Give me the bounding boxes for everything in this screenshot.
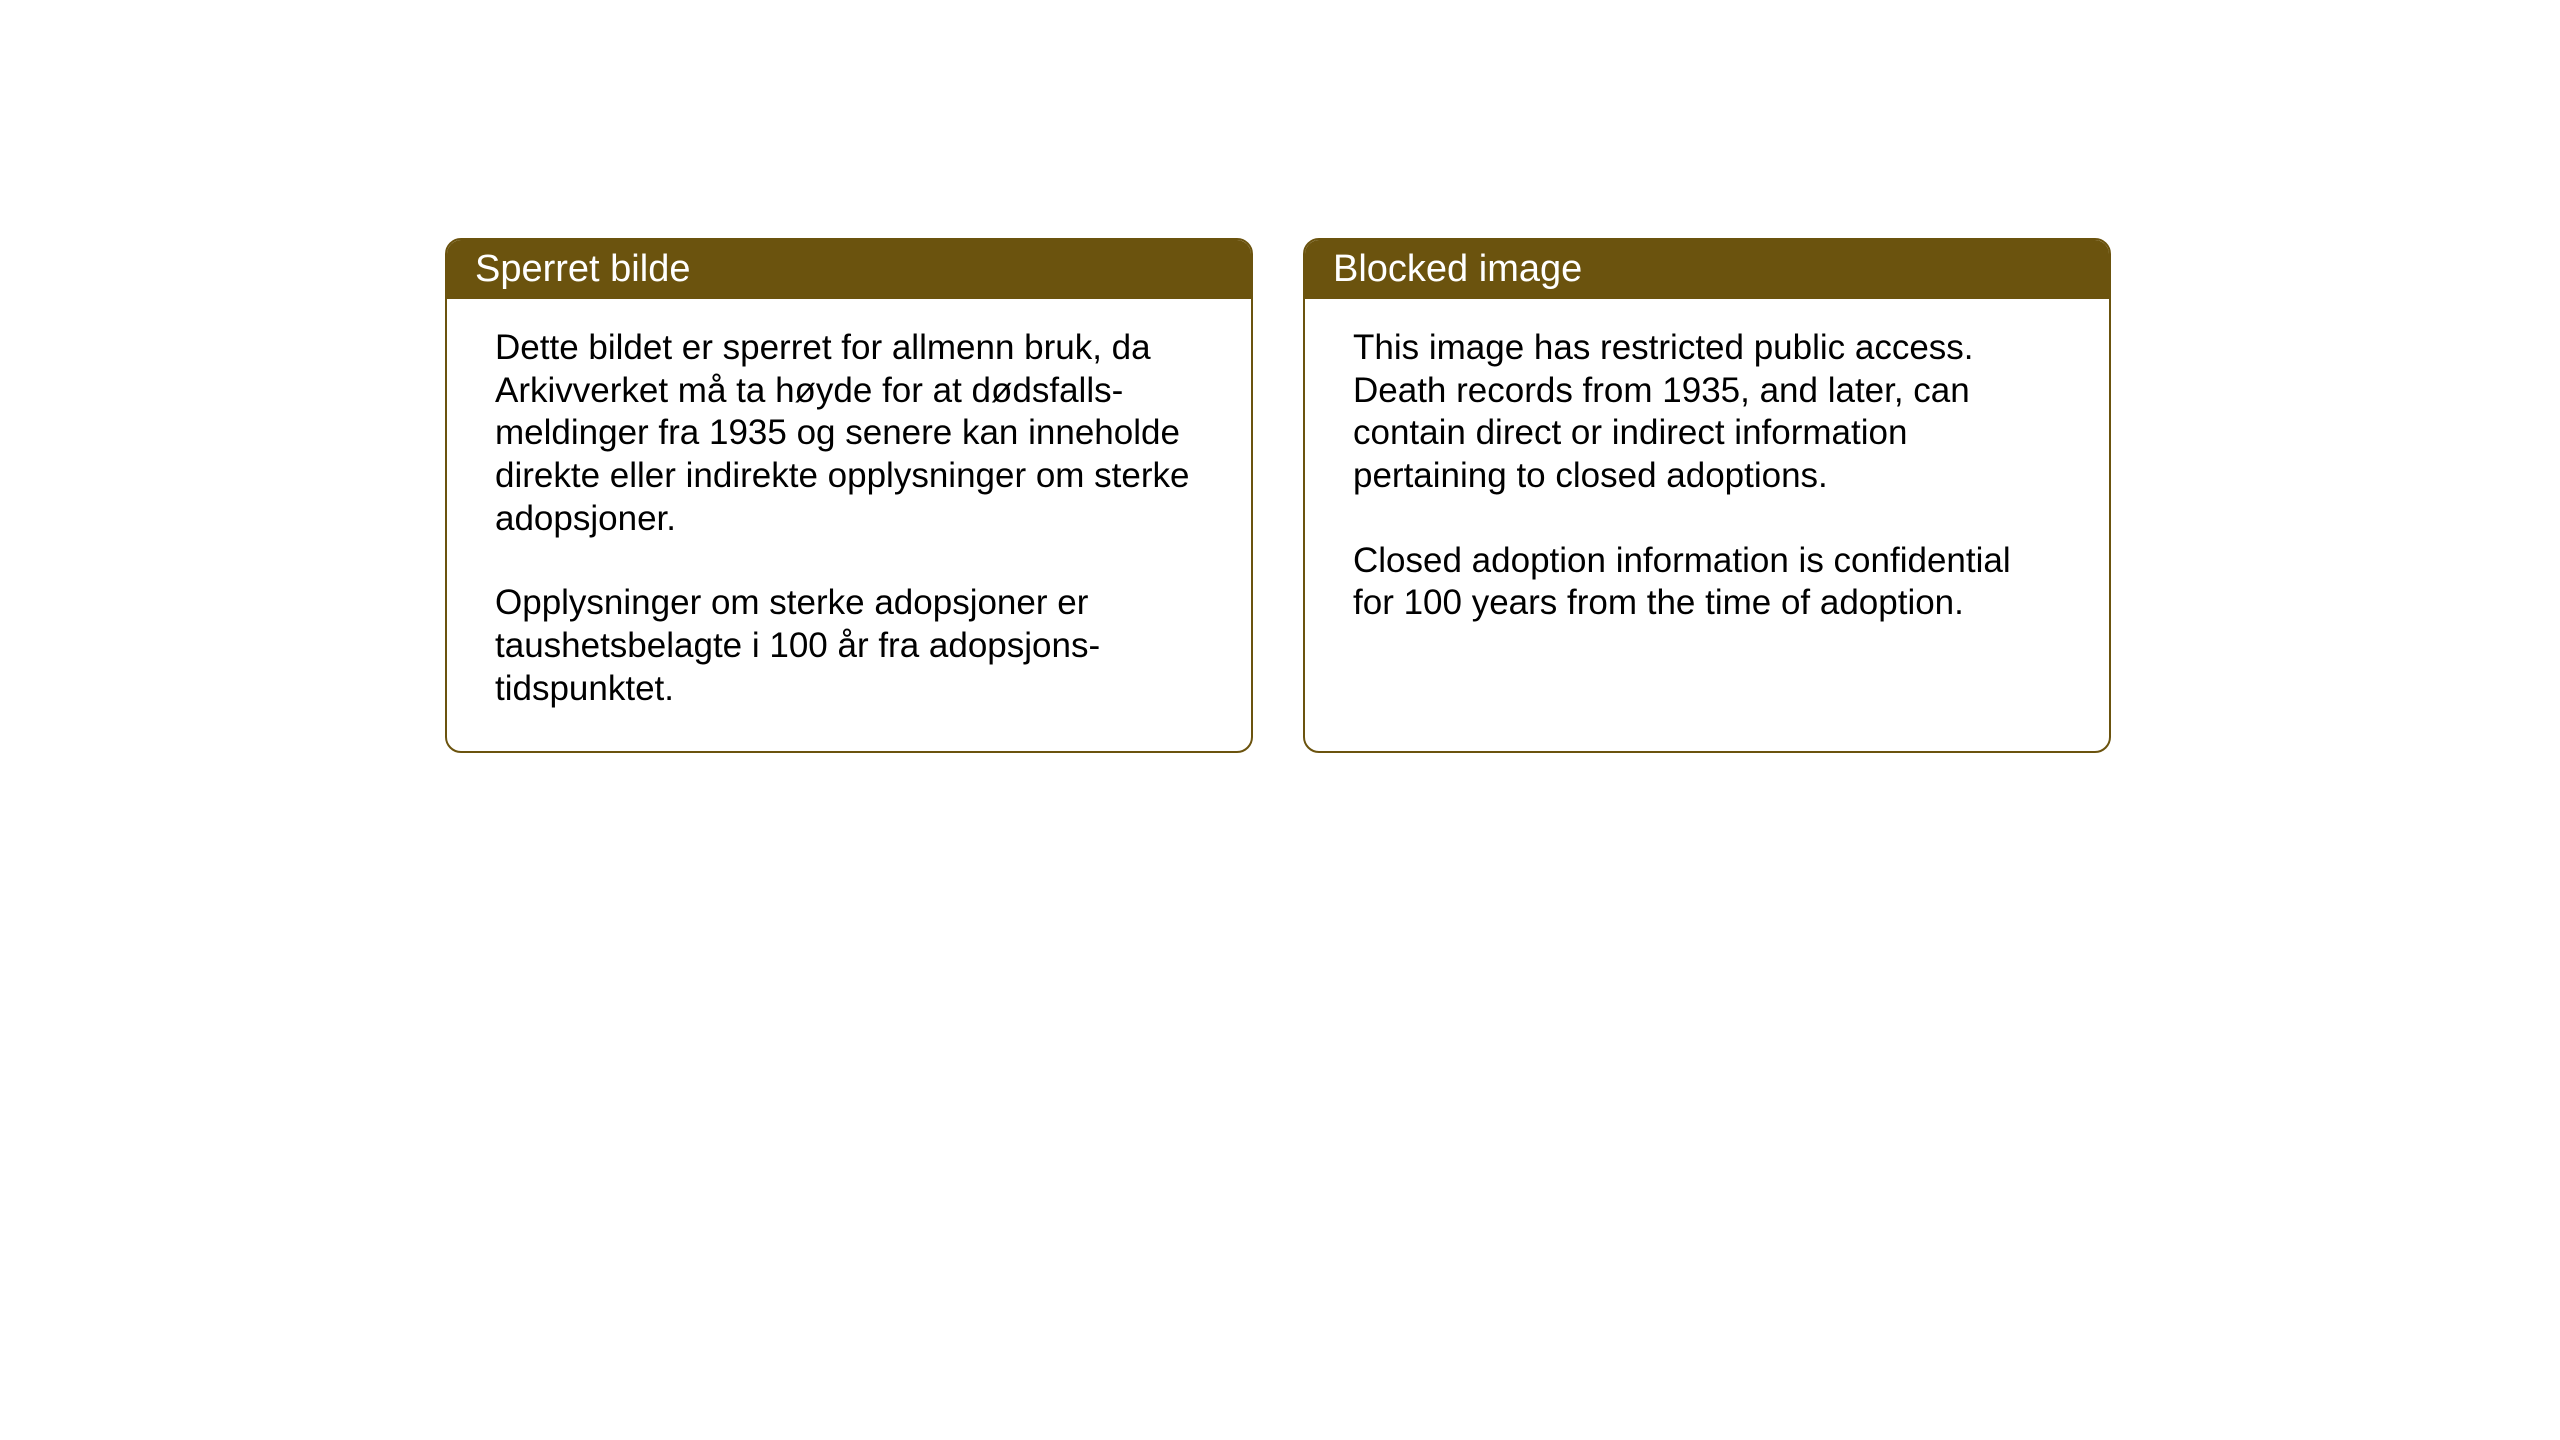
card-title-english: Blocked image [1333, 248, 1582, 290]
notice-container: Sperret bilde Dette bildet er sperret fo… [445, 238, 2111, 753]
card-paragraph-2-english: Closed adoption information is confident… [1353, 540, 2061, 625]
card-paragraph-1-english: This image has restricted public access.… [1353, 327, 2061, 498]
card-header-norwegian: Sperret bilde [447, 240, 1251, 299]
card-body-norwegian: Dette bildet er sperret for allmenn bruk… [447, 299, 1251, 751]
blocked-image-card-english: Blocked image This image has restricted … [1303, 238, 2111, 753]
card-paragraph-1-norwegian: Dette bildet er sperret for allmenn bruk… [495, 327, 1203, 540]
blocked-image-card-norwegian: Sperret bilde Dette bildet er sperret fo… [445, 238, 1253, 753]
card-header-english: Blocked image [1305, 240, 2109, 299]
card-title-norwegian: Sperret bilde [475, 248, 690, 290]
card-body-english: This image has restricted public access.… [1305, 299, 2109, 665]
card-paragraph-2-norwegian: Opplysninger om sterke adopsjoner er tau… [495, 582, 1203, 710]
